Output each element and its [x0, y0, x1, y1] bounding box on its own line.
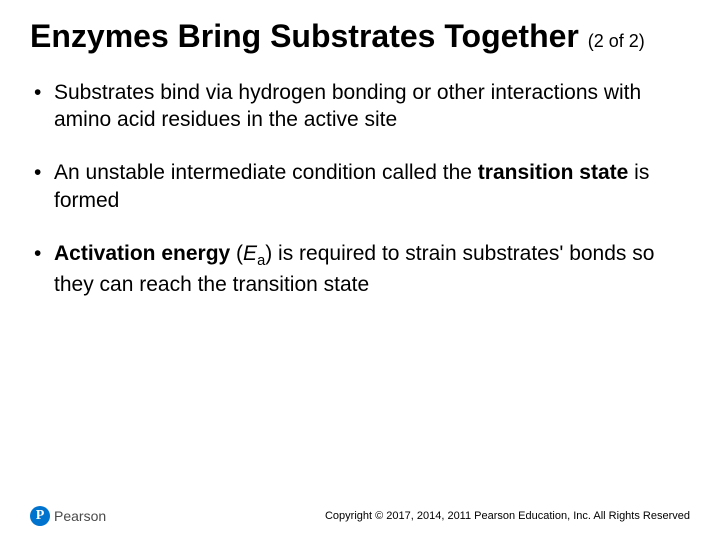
- slide-title: Enzymes Bring Substrates Together (2 of …: [30, 18, 690, 55]
- bullet-subscript: a: [257, 253, 265, 269]
- bullet-list: Substrates bind via hydrogen bonding or …: [30, 79, 690, 299]
- bullet-text: (: [230, 242, 243, 265]
- bullet-item: Activation energy (Ea) is required to st…: [30, 240, 690, 299]
- title-sub: (2 of 2): [588, 31, 645, 51]
- slide-footer: P Pearson Copyright © 2017, 2014, 2011 P…: [30, 506, 690, 526]
- title-main: Enzymes Bring Substrates Together: [30, 18, 579, 54]
- bullet-bold: Activation energy: [54, 242, 230, 265]
- bullet-item: An unstable intermediate condition calle…: [30, 159, 690, 214]
- copyright-text: Copyright © 2017, 2014, 2011 Pearson Edu…: [325, 510, 690, 522]
- slide-container: Enzymes Bring Substrates Together (2 of …: [0, 0, 720, 540]
- pearson-logo: P Pearson: [30, 506, 106, 526]
- logo-mark-letter: P: [36, 508, 45, 524]
- bullet-text: Substrates bind via hydrogen bonding or …: [54, 81, 641, 131]
- bullet-italic: E: [243, 242, 257, 265]
- logo-mark-icon: P: [30, 506, 50, 526]
- bullet-item: Substrates bind via hydrogen bonding or …: [30, 79, 690, 134]
- bullet-bold: transition state: [478, 161, 629, 184]
- logo-text: Pearson: [54, 508, 106, 524]
- bullet-text: An unstable intermediate condition calle…: [54, 161, 478, 184]
